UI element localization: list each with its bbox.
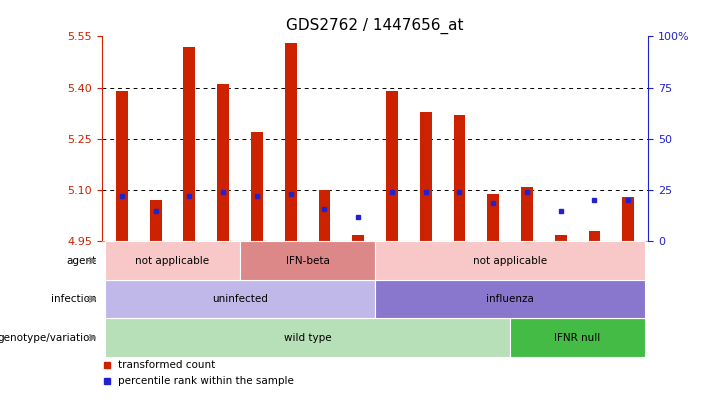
Bar [353,234,364,241]
Bar [554,234,566,241]
Bar [105,241,240,280]
Text: transformed count: transformed count [118,360,215,370]
Bar [487,194,499,241]
Text: not applicable: not applicable [473,256,547,266]
Bar [375,241,645,280]
Bar [318,190,330,241]
Bar [375,280,645,318]
Bar [150,200,161,241]
Bar [105,280,375,318]
Text: wild type: wild type [284,333,332,343]
Text: not applicable: not applicable [135,256,210,266]
Bar [217,84,229,241]
Bar [116,91,128,241]
Text: IFNR null: IFNR null [554,333,601,343]
Text: influenza: influenza [486,294,534,304]
Bar [454,115,465,241]
Text: uninfected: uninfected [212,294,268,304]
Bar [285,43,297,241]
Bar [251,132,263,241]
Bar [521,187,533,241]
Title: GDS2762 / 1447656_at: GDS2762 / 1447656_at [286,17,464,34]
Bar [105,318,510,357]
Bar [510,318,645,357]
Bar [184,47,196,241]
Bar [420,112,432,241]
Text: IFN-beta: IFN-beta [285,256,329,266]
Bar [240,241,375,280]
Bar [386,91,398,241]
Text: percentile rank within the sample: percentile rank within the sample [118,376,294,386]
Text: genotype/variation: genotype/variation [0,333,97,343]
Text: infection: infection [51,294,97,304]
Bar [589,231,600,241]
Text: agent: agent [67,256,97,266]
Bar [622,197,634,241]
